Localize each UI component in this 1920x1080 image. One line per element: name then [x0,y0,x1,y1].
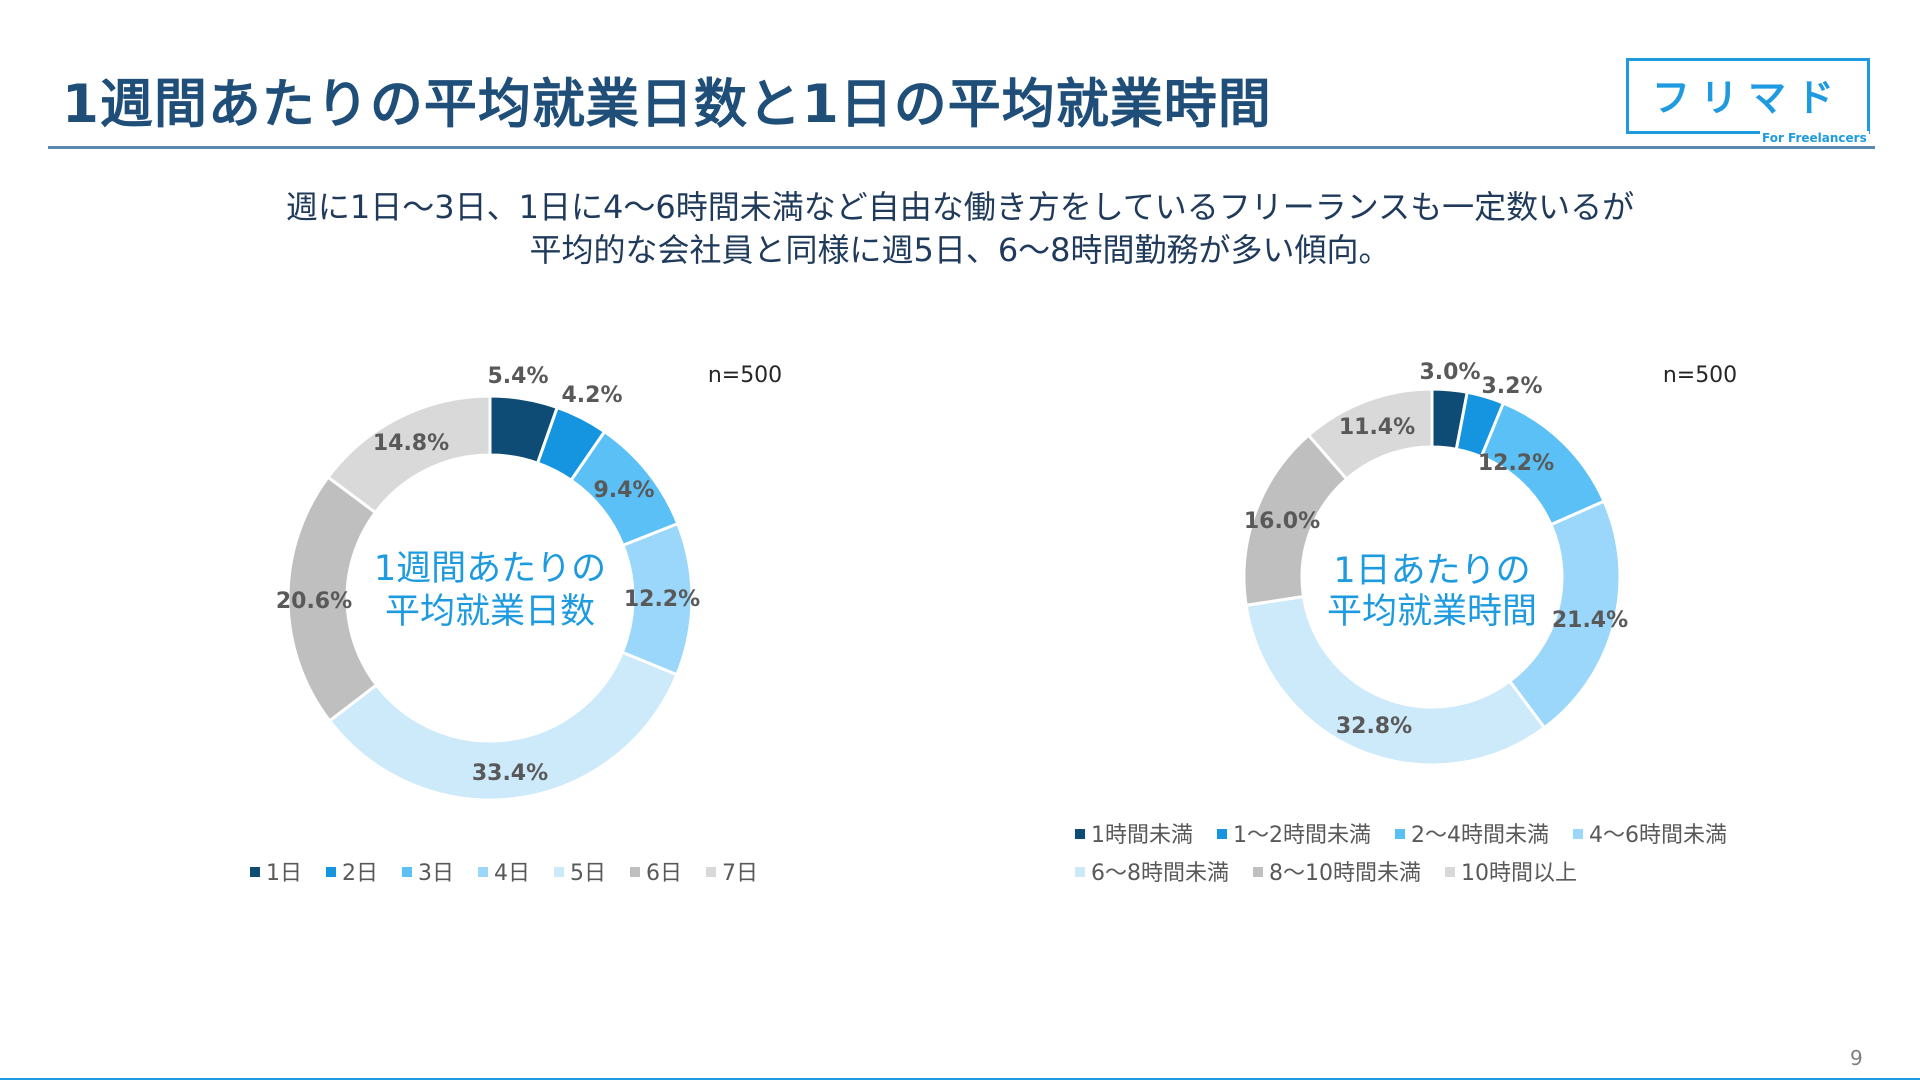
legend-swatch [1395,829,1405,839]
slice-value-label: 3.0% [1419,360,1480,385]
legend-swatch [1075,829,1085,839]
brand-logo-tagline: For Freelancers [1760,131,1869,145]
legend-label: 7日 [722,861,758,886]
donut-slice-5 [327,650,679,802]
legend-label: 4日 [494,861,530,886]
slice-value-label: 12.2% [1478,451,1554,476]
donut-center-label: 平均就業日数 [385,592,595,632]
legend-label: 10時間以上 [1461,861,1577,886]
chart-legend: 1時間未満 1〜2時間未満 2〜4時間未満 4〜6時間未満 6〜8時間未満 8〜10時間未… [1075,823,1727,886]
subtitle-line-2: 平均的な会社員と同様に週5日、6〜8時間勤務が多い傾向。 [529,231,1391,269]
legend-label: 6日 [646,861,682,886]
legend-label: 1日 [266,861,302,886]
chart-legend: 1日 2日 3日 4日 5日 6日 7日 [250,861,758,886]
page-number: 9 [1850,1046,1863,1070]
sample-size-label: n=500 [708,363,782,388]
legend-label: 2〜4時間未満 [1411,823,1549,848]
legend-label: 1時間未満 [1091,823,1193,848]
sample-size-label: n=500 [1663,363,1737,388]
legend-swatch [1217,829,1227,839]
donut-slice-5 [1244,594,1547,767]
legend-label: 2日 [342,861,378,886]
legend-label: 1〜2時間未満 [1233,823,1371,848]
slice-value-label: 21.4% [1552,608,1628,633]
donut-center-label: 1週間あたりの [374,549,606,589]
legend-swatch [1253,867,1263,877]
brand-logo-text: フリマド [1651,76,1844,120]
slice-value-label: 3.2% [1481,374,1542,399]
legend-swatch [554,867,564,877]
legend-label: 4〜6時間未満 [1589,823,1727,848]
legend-label: 5日 [570,861,606,886]
donut-chart-2: 3.0%3.2% 12.2% 21.4% 32.8% 16.0% 11.4% 1日あたりの平… [1075,360,1737,886]
legend-swatch [706,867,716,877]
slice-value-label: 16.0% [1244,509,1320,534]
slice-value-label: 33.4% [472,761,548,786]
slice-value-label: 11.4% [1339,415,1415,440]
donut-center-label: 1日あたりの [1333,551,1530,591]
slice-value-label: 14.8% [373,431,449,456]
legend-swatch [326,867,336,877]
page-title: 1週間あたりの平均就業日数と1日の平均就業時間 [62,74,1272,135]
donut-center-label: 平均就業時間 [1327,592,1537,632]
slice-value-label: 12.2% [624,587,700,612]
legend-swatch [402,867,412,877]
slice-value-label: 32.8% [1336,714,1412,739]
title-divider [48,146,1875,149]
slice-value-label: 20.6% [276,589,352,614]
legend-label: 6〜8時間未満 [1091,861,1229,886]
slice-value-label: 4.2% [561,383,622,408]
slice-value-label: 5.4% [487,364,548,389]
donut-chart-1: 5.4% 4.2% 9.4% 12.2% 33.4% 20.6% 14.8% 1週間あたりの平… [250,363,782,886]
brand-logo: フリマド [1626,58,1870,134]
slice-value-label: 9.4% [593,478,654,503]
legend-swatch [1075,867,1085,877]
legend-swatch [250,867,260,877]
legend-swatch [1573,829,1583,839]
donut-slice-7 [325,394,492,515]
legend-label: 8〜10時間未満 [1269,861,1421,886]
legend-swatch [1445,867,1455,877]
donut-slice-7 [1306,387,1434,482]
footer-divider [0,1078,1920,1080]
subtitle-line-1: 週に1日〜3日、1日に4〜6時間未満など自由な働き方をしているフリーランスも一定… [285,188,1635,226]
legend-swatch [478,867,488,877]
legend-label: 3日 [418,861,454,886]
legend-swatch [630,867,640,877]
